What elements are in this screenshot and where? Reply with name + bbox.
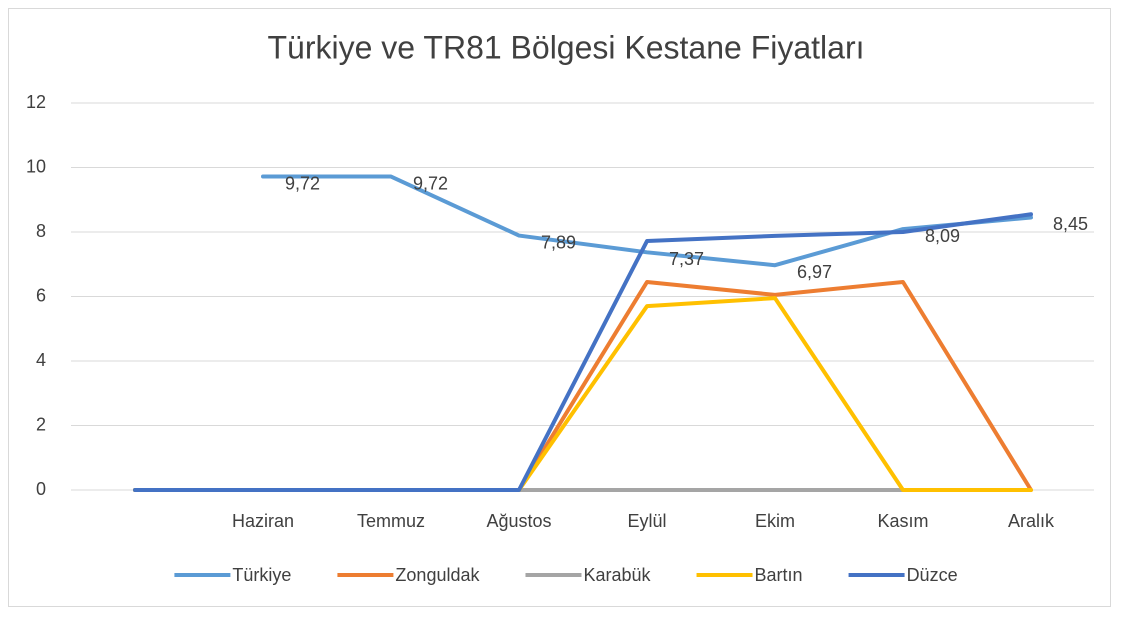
chart-title: Türkiye ve TR81 Bölgesi Kestane Fiyatlar… [268, 29, 865, 65]
legend-item: Zonguldak [337, 565, 480, 585]
legend-label: Bartın [755, 565, 803, 585]
series-line [133, 212, 1033, 492]
x-tick-label: Temmuz [357, 511, 425, 531]
x-tick-label: Eylül [627, 511, 666, 531]
series-line [261, 174, 1033, 268]
y-tick-label: 12 [26, 92, 46, 112]
chart-frame [8, 8, 1111, 607]
data-label: 6,97 [797, 262, 832, 282]
legend-label: Düzce [907, 565, 958, 585]
y-tick-label: 6 [36, 285, 46, 305]
data-label: 8,45 [1053, 214, 1088, 234]
data-label: 8,09 [925, 226, 960, 246]
data-label: 7,89 [541, 232, 576, 252]
x-tick-label: Ekim [755, 511, 795, 531]
y-tick-label: 2 [36, 414, 46, 434]
legend-item: Türkiye [174, 565, 291, 585]
y-tick-label: 4 [36, 350, 46, 370]
x-tick-label: Aralık [1008, 511, 1055, 531]
y-tick-label: 8 [36, 221, 46, 241]
legend-label: Karabük [583, 565, 651, 585]
data-label: 7,37 [669, 249, 704, 269]
legend-item: Bartın [696, 565, 803, 585]
data-label: 9,72 [413, 173, 448, 193]
data-label: 9,72 [285, 173, 320, 193]
y-tick-label: 10 [26, 156, 46, 176]
legend-item: Düzce [848, 565, 958, 585]
x-tick-label: Ağustos [486, 511, 551, 531]
x-tick-label: Haziran [232, 511, 294, 531]
legend-label: Zonguldak [395, 565, 480, 585]
legend-item: Karabük [525, 565, 652, 585]
legend-label: Türkiye [232, 565, 291, 585]
y-tick-label: 0 [36, 479, 46, 499]
x-tick-label: Kasım [877, 511, 928, 531]
